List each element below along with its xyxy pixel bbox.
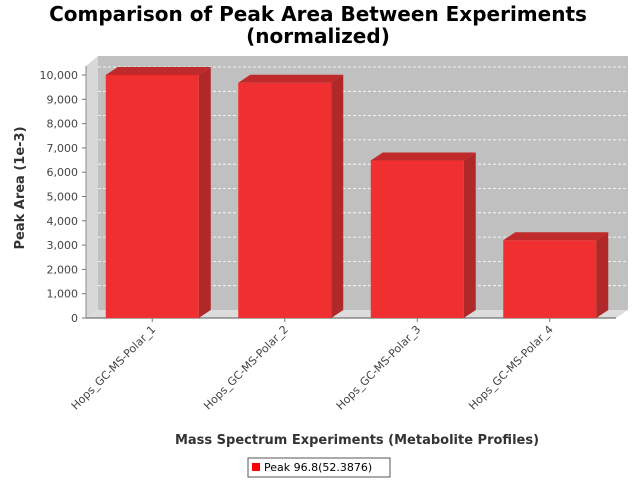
y-tick-label: 3,000 — [47, 239, 79, 252]
bar-side — [596, 232, 609, 318]
plot-left-wall — [86, 56, 98, 318]
bars — [105, 67, 609, 318]
bar-side — [463, 152, 476, 318]
bar — [105, 67, 211, 318]
x-tick-label: Hops_GC-MS-Polar_2 — [201, 323, 291, 413]
y-tick-label: 0 — [71, 312, 78, 325]
bar-side — [331, 74, 344, 318]
bar — [503, 232, 609, 318]
plot-back-wall — [98, 56, 628, 310]
bar — [238, 74, 344, 318]
x-tick-label: Hops_GC-MS-Polar_3 — [334, 323, 424, 413]
plot-floor — [86, 310, 628, 318]
bar-side — [198, 67, 211, 318]
legend-swatch — [252, 463, 260, 471]
y-tick-label: 9,000 — [47, 93, 79, 106]
bar-top — [105, 67, 211, 75]
legend-label: Peak 96.8(52.3876) — [264, 461, 372, 474]
y-axis-ticks: 0 1,000 2,000 3,000 4,000 5,000 6,000 7,000 8,00… — [40, 69, 86, 325]
y-tick-label: 10,000 — [40, 69, 79, 82]
bar-top — [370, 152, 476, 161]
y-axis-label: Peak Area (1e-3) — [13, 126, 28, 249]
legend-box — [247, 457, 391, 478]
bar-top — [503, 232, 609, 241]
bar-front — [503, 240, 597, 318]
bar-front — [105, 75, 199, 318]
chart-subtitle: (normalized) — [246, 24, 390, 48]
y-tick-label: 5,000 — [47, 191, 79, 204]
bar — [370, 152, 476, 318]
y-tick-label: 4,000 — [47, 215, 79, 228]
y-tick-label: 2,000 — [47, 263, 79, 276]
x-tick-label: Hops_GC-MS-Polar_1 — [69, 323, 159, 413]
bar-top — [238, 74, 344, 83]
y-tick-label: 1,000 — [47, 288, 79, 301]
y-tick-label: 6,000 — [47, 166, 79, 179]
chart-title: Comparison of Peak Area Between Experime… — [49, 2, 587, 26]
x-tick-label: Hops_GC-MS-Polar_4 — [466, 323, 556, 413]
bar-front — [238, 82, 332, 318]
legend: Peak 96.8(52.3876) — [247, 457, 391, 478]
y-tick-label: 8,000 — [47, 118, 79, 131]
x-axis-ticks: Hops_GC-MS-Polar_1 Hops_GC-MS-Polar_2 Hops… — [69, 318, 556, 412]
x-axis-label: Mass Spectrum Experiments (Metabolite Pr… — [175, 433, 539, 448]
bar-front — [370, 160, 464, 318]
y-tick-label: 7,000 — [47, 142, 79, 155]
